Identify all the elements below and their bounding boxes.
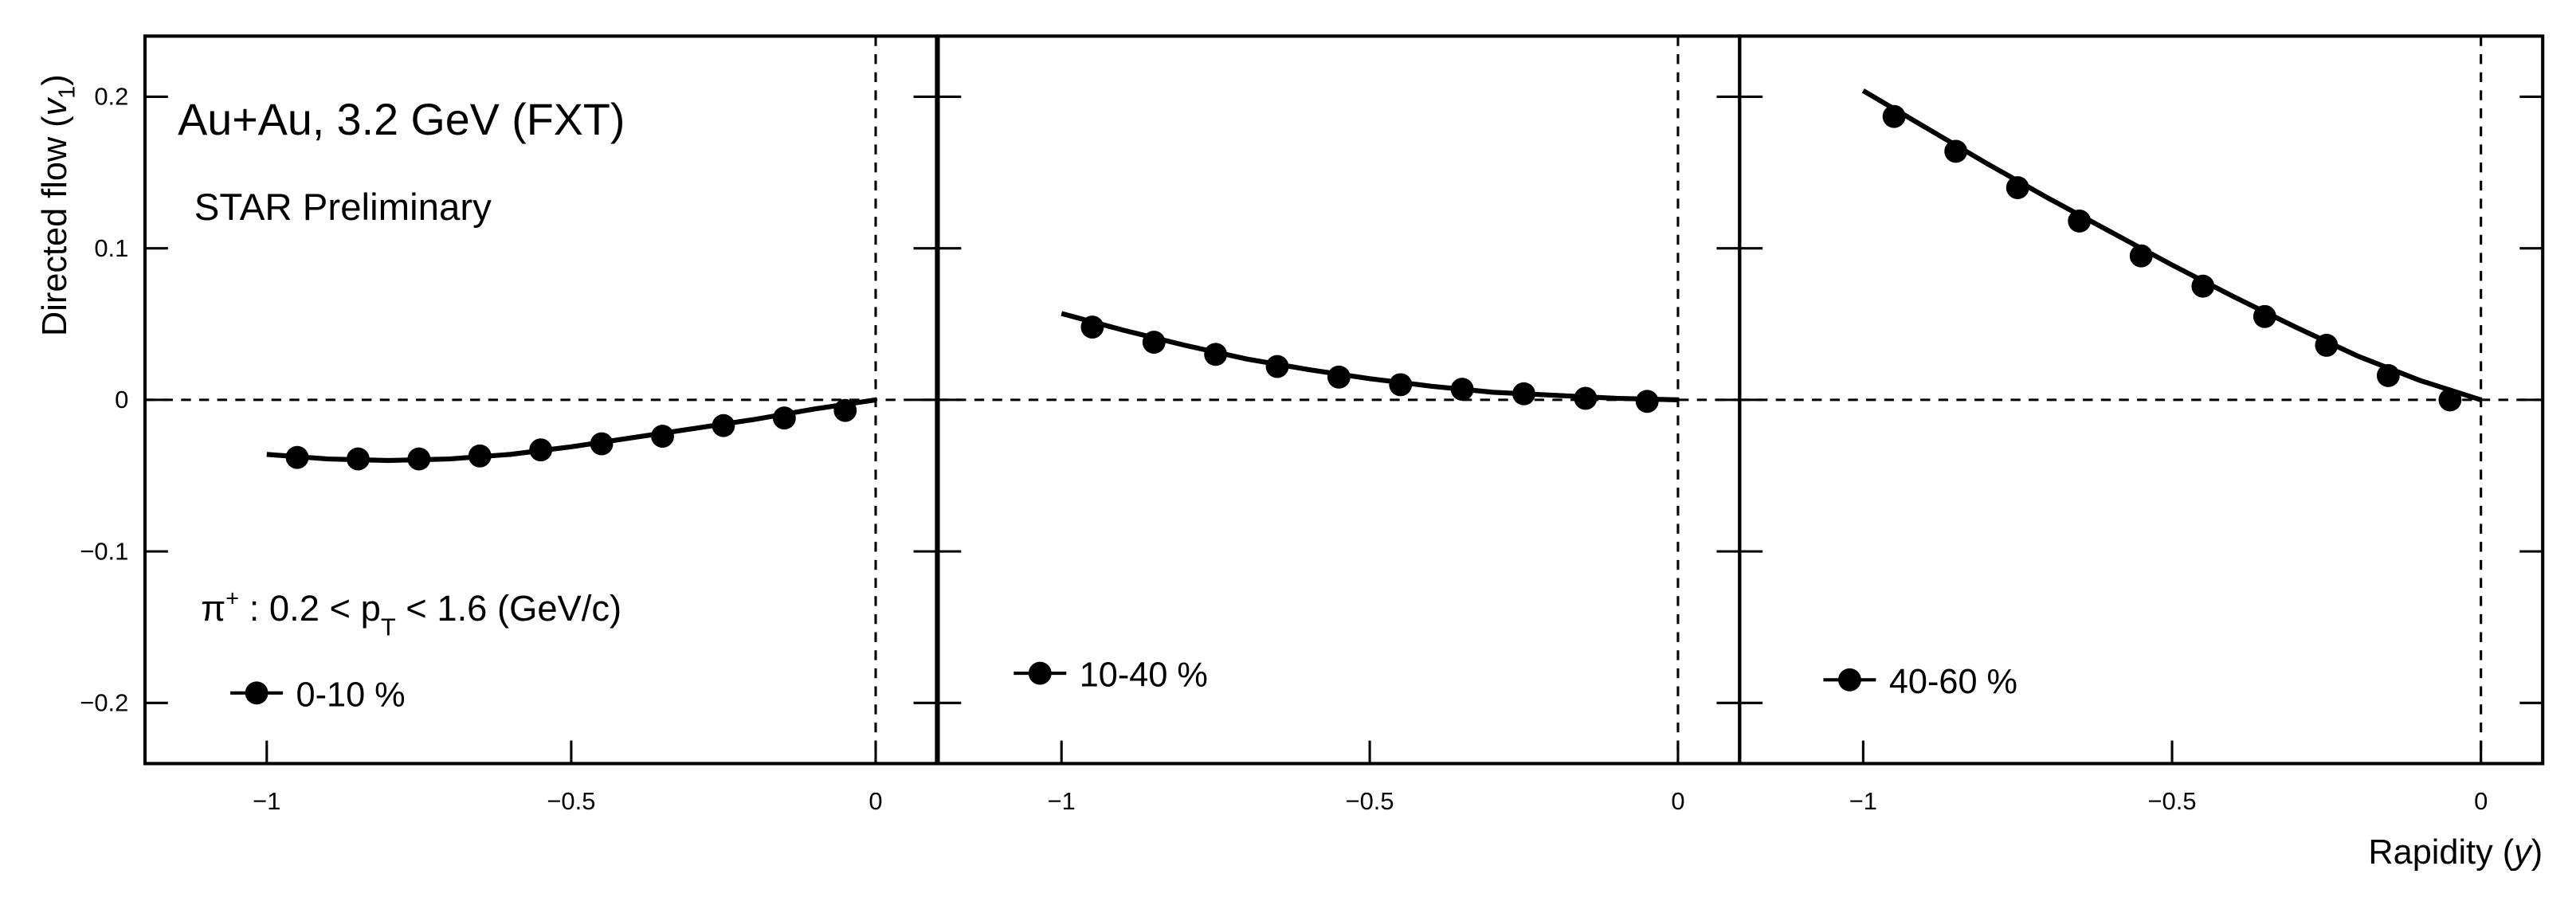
y-tick-label: 0.2 <box>94 83 128 111</box>
y-title-part: 1 <box>54 86 80 99</box>
x-title-part: y <box>2511 833 2533 872</box>
data-point <box>2438 388 2462 412</box>
cuts-part: < 1.6 (GeV/c) <box>396 588 621 629</box>
data-point <box>1080 315 1104 339</box>
data-point <box>1635 390 1659 413</box>
data-point <box>1944 139 1968 163</box>
legend-marker <box>1837 668 1861 692</box>
y-title-part: v <box>36 96 74 116</box>
legend-label: 10-40 % <box>1080 656 1208 695</box>
data-point <box>407 447 431 471</box>
x-axis-title: Rapidity (y) <box>2368 833 2543 872</box>
x-tick-label: −0.5 <box>2148 787 2197 815</box>
data-point <box>1512 382 1535 406</box>
x-tick-label: 0 <box>868 787 882 815</box>
data-point <box>2006 176 2029 200</box>
data-point <box>2253 304 2276 328</box>
data-point <box>1389 373 1413 397</box>
y-title-part: Directed flow ( <box>36 116 74 336</box>
x-tick-label: 0 <box>2474 787 2488 815</box>
data-point <box>1882 104 1906 128</box>
data-point <box>1265 355 1289 378</box>
cuts-part: + <box>225 586 239 612</box>
y-tick-label: −0.2 <box>80 689 128 717</box>
data-point <box>2191 274 2215 298</box>
data-point <box>833 398 857 422</box>
data-point <box>772 406 796 430</box>
y-axis-title: Directed flow (v1) <box>36 74 80 336</box>
x-tick-label: −1 <box>253 787 280 815</box>
y-tick-label: 0 <box>115 386 128 413</box>
data-point <box>285 445 309 469</box>
cuts-part: : 0.2 < p <box>239 588 381 629</box>
cuts-part: π <box>201 588 225 629</box>
x-title-part: Rapidity ( <box>2368 833 2514 872</box>
data-point <box>590 432 614 456</box>
legend-marker <box>245 681 269 705</box>
data-point <box>1142 331 1166 355</box>
y-title-part: ) <box>36 74 74 85</box>
data-point <box>712 413 735 437</box>
data-point <box>1327 365 1351 389</box>
y-tick-label: −0.1 <box>80 537 128 565</box>
system-label: Au+Au, 3.2 GeV (FXT) <box>178 95 625 144</box>
data-point <box>346 447 370 471</box>
cuts-label: π+ : 0.2 < pT < 1.6 (GeV/c) <box>201 586 621 641</box>
legend-label: 0-10 % <box>296 676 406 714</box>
data-point <box>1204 343 1228 366</box>
x-tick-label: −0.5 <box>1346 787 1394 815</box>
data-point <box>1450 378 1474 402</box>
x-tick-label: −1 <box>1048 787 1076 815</box>
experiment-label: STAR Preliminary <box>194 186 492 229</box>
data-point <box>2068 209 2092 233</box>
cuts-part: T <box>381 613 396 641</box>
data-point <box>2315 333 2339 357</box>
x-tick-label: −1 <box>1849 787 1877 815</box>
x-tick-label: −0.5 <box>547 787 595 815</box>
data-point <box>2129 244 2153 268</box>
x-tick-label: 0 <box>1671 787 1684 815</box>
y-tick-label: 0.1 <box>94 234 128 262</box>
data-point <box>529 438 553 462</box>
x-title-part: ) <box>2531 833 2543 872</box>
data-point <box>1574 386 1598 410</box>
legend-marker <box>1028 661 1052 685</box>
data-point <box>2376 364 2400 387</box>
data-point <box>468 444 492 468</box>
legend-label: 40-60 % <box>1889 663 2017 701</box>
data-point <box>651 425 674 448</box>
